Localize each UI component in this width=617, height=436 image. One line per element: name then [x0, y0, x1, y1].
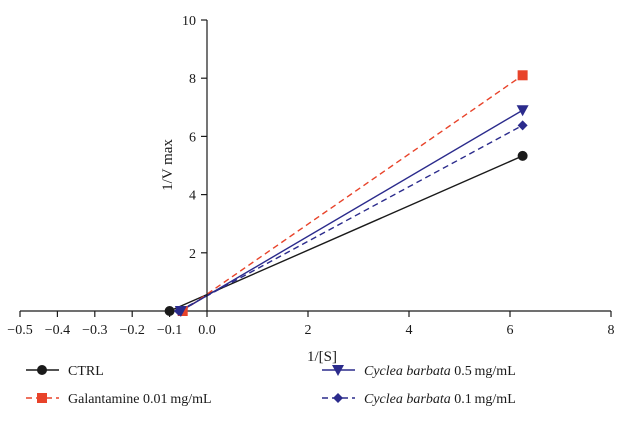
x-tick-label: 2 [305, 323, 312, 338]
legend-label-part: CTRL [68, 364, 104, 379]
legend-label: Cyclea barbata 0.1 mg/mL [364, 392, 516, 407]
series-line-4 [178, 124, 523, 312]
x-tick-label: −0.3 [82, 323, 107, 338]
x-tick-label: 4 [406, 323, 413, 338]
series-3-point [516, 105, 529, 117]
legend-item-2: Galantamine 0.01 mg/mL [26, 392, 212, 407]
series-line-2 [182, 74, 524, 312]
legend-label-part: 0.5 mg/mL [451, 364, 516, 379]
legend-label: Cyclea barbata 0.5 mg/mL [364, 364, 516, 379]
legend-label-part: Cyclea barbata [364, 392, 451, 407]
x-tick-label: −0.1 [157, 323, 182, 338]
y-tick-label: 6 [189, 130, 196, 145]
legend-marker [37, 365, 47, 375]
plot-markers [164, 70, 529, 317]
legend-label: CTRL [68, 364, 104, 379]
legend-label: Galantamine 0.01 mg/mL [68, 392, 212, 407]
legend-marker [37, 393, 47, 403]
plot-lines [169, 74, 524, 312]
x-tick-label: 0.0 [198, 323, 216, 338]
series-line-3 [180, 109, 523, 312]
series-4-point [517, 120, 528, 131]
x-tick-label: −0.2 [119, 323, 144, 338]
series-2-point [517, 70, 528, 81]
y-tick-label: 2 [189, 247, 196, 262]
legend-item-3: Cyclea barbata 0.5 mg/mL [322, 364, 516, 379]
y-tick-label: 10 [182, 14, 196, 29]
series-line-1 [169, 155, 523, 312]
y-tick-label: 8 [189, 72, 196, 87]
series-1-point [517, 150, 528, 161]
legend-label-part: Cyclea barbata [364, 364, 451, 379]
legend-label-part: Galantamine 0.01 mg/mL [68, 392, 212, 407]
x-tick-label: −0.4 [45, 323, 70, 338]
x-axis-title: 1/[S] [307, 349, 337, 365]
legend-marker [333, 393, 343, 403]
legend: CTRL Galantamine 0.01 mg/mL Cyclea barbata… [26, 364, 516, 407]
axes: −0.5 −0.4 −0.3 −0.2 −0.1 0.0 2 4 6 8 2 4 6 8 10 [7, 14, 614, 338]
x-tick-label: 8 [608, 323, 615, 338]
y-axis-title: 1/V max [160, 139, 176, 191]
series-4-point [173, 306, 184, 316]
y-tick-label: 4 [189, 189, 196, 204]
legend-item-1: CTRL [26, 364, 104, 379]
series-1-point [164, 306, 175, 316]
x-tick-label: 6 [507, 323, 514, 338]
legend-marker [332, 365, 344, 376]
legend-label-part: 0.1 mg/mL [451, 392, 516, 407]
legend-item-4: Cyclea barbata 0.1 mg/mL [322, 392, 516, 407]
x-tick-label: −0.5 [7, 323, 32, 338]
